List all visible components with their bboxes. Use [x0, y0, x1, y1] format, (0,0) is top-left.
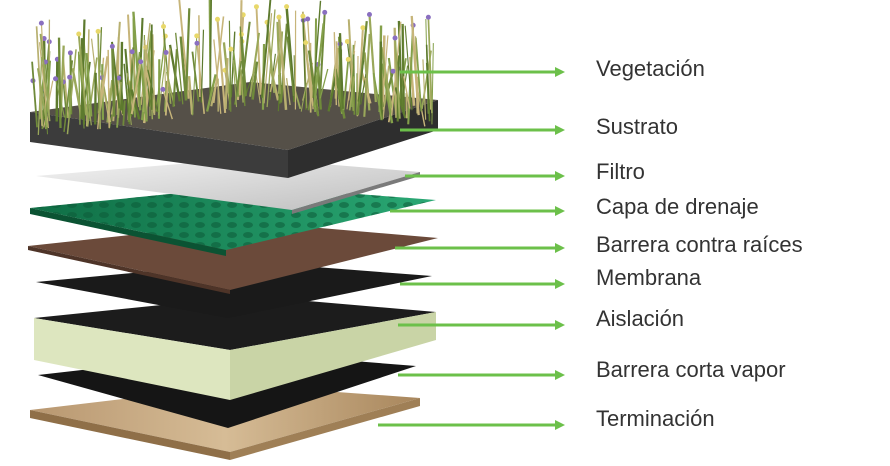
label-terminacion: Terminación	[596, 406, 715, 431]
layer-capa-de-drenaje	[30, 186, 436, 256]
label-vegetacion: Vegetación	[596, 56, 705, 81]
arrow-barrera-corta-vapor	[398, 370, 565, 380]
arrow-vegetacion	[400, 67, 565, 77]
arrow-membrana	[400, 279, 565, 289]
label-sustrato: Sustrato	[596, 114, 678, 139]
label-membrana: Membrana	[596, 265, 702, 290]
layer-barrera-contra-raices	[28, 222, 438, 294]
layer-membrana	[36, 262, 432, 318]
label-filtro: Filtro	[596, 159, 645, 184]
arrow-barrera-contra-raices	[395, 243, 565, 253]
label-barrera-contra-raices: Barrera contra raíces	[596, 232, 803, 257]
layer-filtro	[36, 158, 420, 214]
layer-aislacion	[34, 296, 436, 400]
label-aislacion: Aislación	[596, 306, 685, 331]
arrow-terminacion	[378, 420, 565, 430]
arrow-filtro	[405, 171, 565, 181]
arrows	[378, 67, 565, 430]
layer-vegetacion	[30, 0, 434, 135]
arrow-capa-de-drenaje	[390, 206, 565, 216]
arrow-sustrato	[400, 125, 565, 135]
label-capa-de-drenaje: Capa de drenaje	[596, 194, 759, 219]
label-barrera-corta-vapor: Barrera corta vapor	[596, 357, 786, 382]
arrow-aislacion	[398, 320, 565, 330]
